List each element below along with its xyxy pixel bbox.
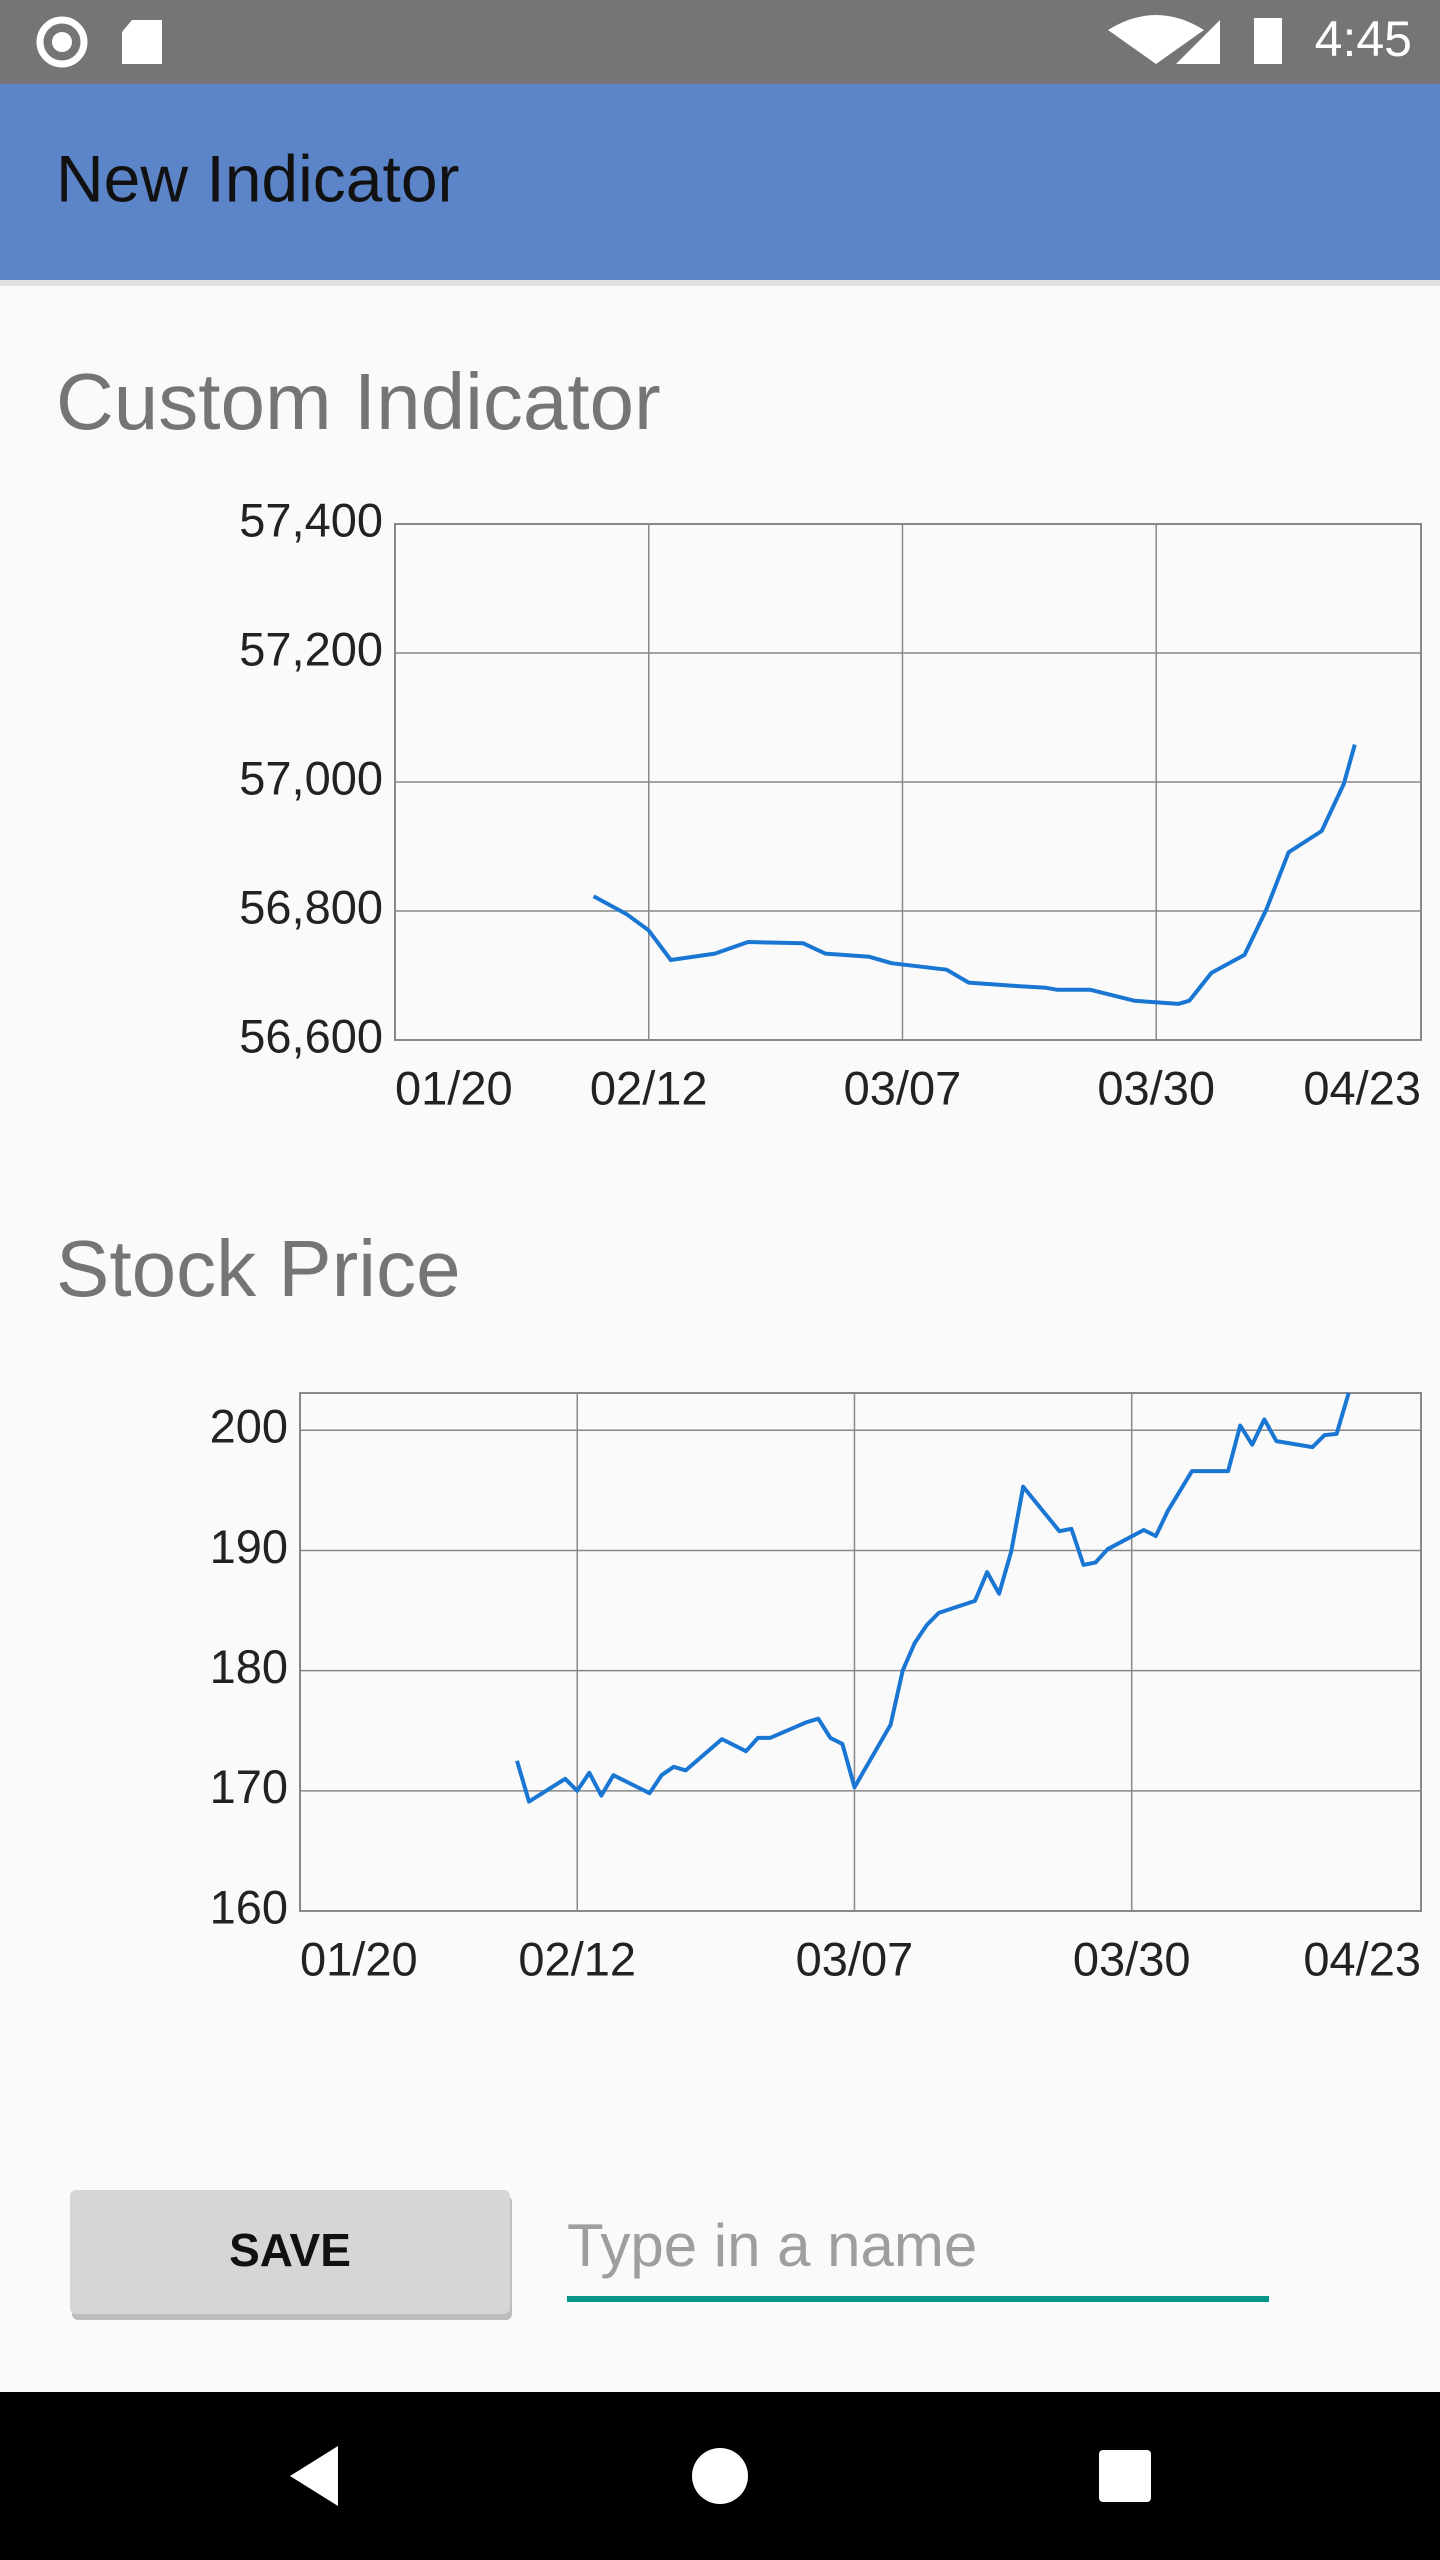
save-button-label[interactable]: SAVE	[229, 2224, 351, 2276]
data-line	[515, 1392, 1351, 1804]
x-tick-label: 02/12	[518, 1932, 636, 1985]
x-tick-label: 03/30	[1073, 1932, 1191, 1985]
status-icon	[36, 16, 88, 68]
status-bar	[0, 0, 1440, 84]
y-tick-label: 200	[210, 1400, 288, 1453]
chart-title: Custom Indicator	[56, 357, 661, 446]
y-tick-label: 57,200	[239, 622, 383, 675]
chart-title: Stock Price	[56, 1224, 461, 1313]
y-tick-label: 56,800	[239, 880, 383, 933]
status-icon	[52, 32, 72, 52]
name-input-placeholder[interactable]: Type in a name	[567, 2212, 977, 2279]
app-title: New Indicator	[56, 141, 460, 215]
x-tick-label: 03/30	[1097, 1061, 1215, 1114]
x-tick-label: 03/07	[796, 1932, 914, 1985]
charts: Custom Indicator 56,600 56,800 57,000 57,200…	[56, 357, 1422, 1985]
nav-home[interactable]	[692, 2448, 748, 2504]
y-tick-label: 56,600	[239, 1009, 383, 1062]
wifi-icon	[1108, 15, 1204, 64]
y-tick-label: 57,000	[239, 751, 383, 804]
sd-icon	[122, 20, 162, 64]
y-tick-label: 190	[210, 1520, 288, 1573]
x-tick-label: 03/07	[844, 1061, 962, 1114]
nav-recents[interactable]	[1099, 2450, 1151, 2502]
x-tick-label: 02/12	[590, 1061, 708, 1114]
name-input-underline[interactable]	[567, 2296, 1269, 2302]
y-tick-label: 180	[210, 1640, 288, 1693]
x-tick-label: 01/20	[300, 1932, 418, 1985]
y-tick-label: 170	[210, 1760, 288, 1813]
data-line	[592, 744, 1357, 1006]
y-tick-label: 57,400	[239, 493, 383, 546]
x-tick-label: 04/23	[1303, 1061, 1421, 1114]
nav-back[interactable]	[290, 2446, 338, 2506]
x-tick-label: 01/20	[395, 1061, 513, 1114]
app-bar-shadow	[0, 280, 1440, 286]
y-tick-label: 160	[210, 1880, 288, 1933]
app-bar	[0, 84, 1440, 280]
signal-icon	[1176, 20, 1220, 64]
x-tick-label: 04/23	[1303, 1932, 1421, 1985]
save-button[interactable]	[70, 2190, 510, 2314]
battery-icon	[1254, 18, 1282, 64]
status-time: 4:45	[1315, 11, 1412, 67]
